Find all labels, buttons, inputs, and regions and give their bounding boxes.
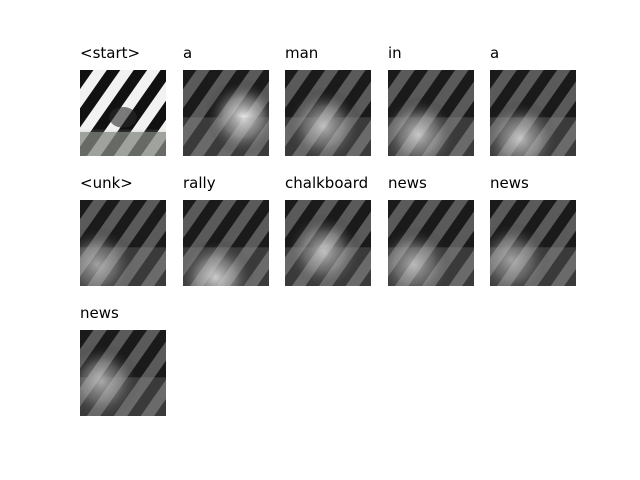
step-word: chalkboard [285, 174, 369, 192]
step-word: in [388, 44, 402, 62]
attention-map [80, 330, 166, 416]
step-word: news [490, 174, 529, 192]
step-word: <start> [80, 44, 141, 62]
attention-map [183, 200, 269, 286]
attention-map [80, 200, 166, 286]
zebra-photo [80, 70, 166, 156]
step-word: news [80, 304, 119, 322]
attention-map [183, 70, 269, 156]
attention-map [490, 200, 576, 286]
attention-map [285, 70, 371, 156]
attention-map [285, 200, 371, 286]
attention-map [388, 200, 474, 286]
attention-map [490, 70, 576, 156]
step-word: <unk> [80, 174, 133, 192]
step-word: a [183, 44, 193, 62]
step-word: news [388, 174, 427, 192]
step-word: a [490, 44, 500, 62]
attention-map [388, 70, 474, 156]
step-word: rally [183, 174, 216, 192]
step-word: man [285, 44, 319, 62]
